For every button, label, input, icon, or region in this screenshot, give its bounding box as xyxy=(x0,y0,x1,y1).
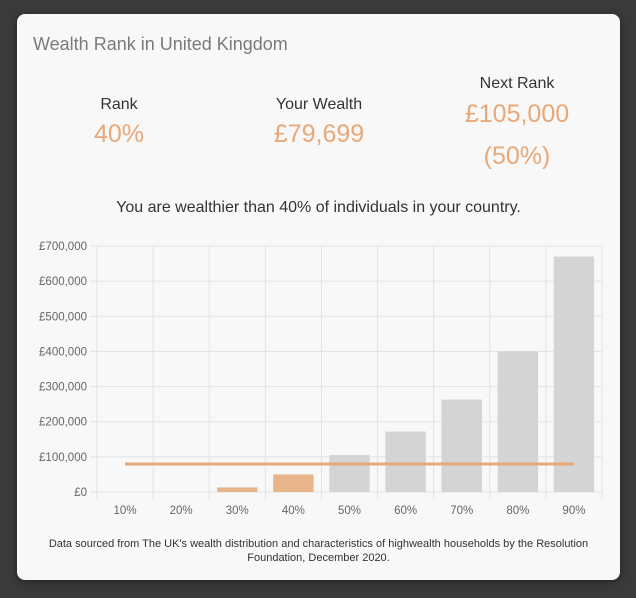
wealth-rank-card: Wealth Rank in United Kingdom Rank 40% Y… xyxy=(17,14,620,580)
card-title: Wealth Rank in United Kingdom xyxy=(33,34,288,54)
wealth-bar-chart: £0 £100,000 £200,000 £300,000 £400,000 £500,0… xyxy=(39,241,603,517)
x-tick-label: 60% xyxy=(394,505,417,517)
x-tick-label: 80% xyxy=(506,505,529,517)
y-tick-label: £600,000 xyxy=(39,276,87,288)
summary-text: You are wealthier than 40% of individual… xyxy=(116,199,521,216)
rank-label: Rank xyxy=(100,96,138,113)
wealth-label: Your Wealth xyxy=(275,96,363,113)
bar xyxy=(329,455,370,492)
y-tick-label: £500,000 xyxy=(39,311,87,323)
bar xyxy=(441,399,482,492)
y-tick-label: £700,000 xyxy=(39,241,87,253)
x-tick-label: 30% xyxy=(226,505,249,517)
rank-stat: Rank 40% xyxy=(29,96,209,149)
bar xyxy=(385,431,426,492)
y-tick-label: £300,000 xyxy=(39,382,87,394)
data-source-footnote: Data sourced from The UK's wealth distri… xyxy=(48,538,589,564)
bar xyxy=(273,474,314,492)
wealth-value: £79,699 xyxy=(273,120,365,148)
x-tick-label: 90% xyxy=(562,505,585,517)
y-tick-label: £0 xyxy=(74,487,87,499)
next-rank-stat: Next Rank £105,000 (50%) xyxy=(427,75,607,177)
bar xyxy=(217,487,258,492)
x-tick-label: 50% xyxy=(338,505,361,517)
x-tick-label: 20% xyxy=(170,505,193,517)
next-rank-percent: (50%) xyxy=(483,142,551,170)
rank-value: 40% xyxy=(93,120,145,148)
next-rank-value: £105,000 xyxy=(464,100,570,128)
wealth-stat: Your Wealth £79,699 xyxy=(229,96,409,149)
x-tick-label: 40% xyxy=(282,505,305,517)
y-tick-label: £400,000 xyxy=(39,346,87,358)
bar xyxy=(497,351,539,492)
y-tick-label: £100,000 xyxy=(39,452,87,464)
next-rank-label: Next Rank xyxy=(479,75,555,92)
bar xyxy=(553,256,595,492)
x-tick-label: 70% xyxy=(450,505,473,517)
y-tick-label: £200,000 xyxy=(39,417,87,429)
x-tick-label: 10% xyxy=(114,505,137,517)
